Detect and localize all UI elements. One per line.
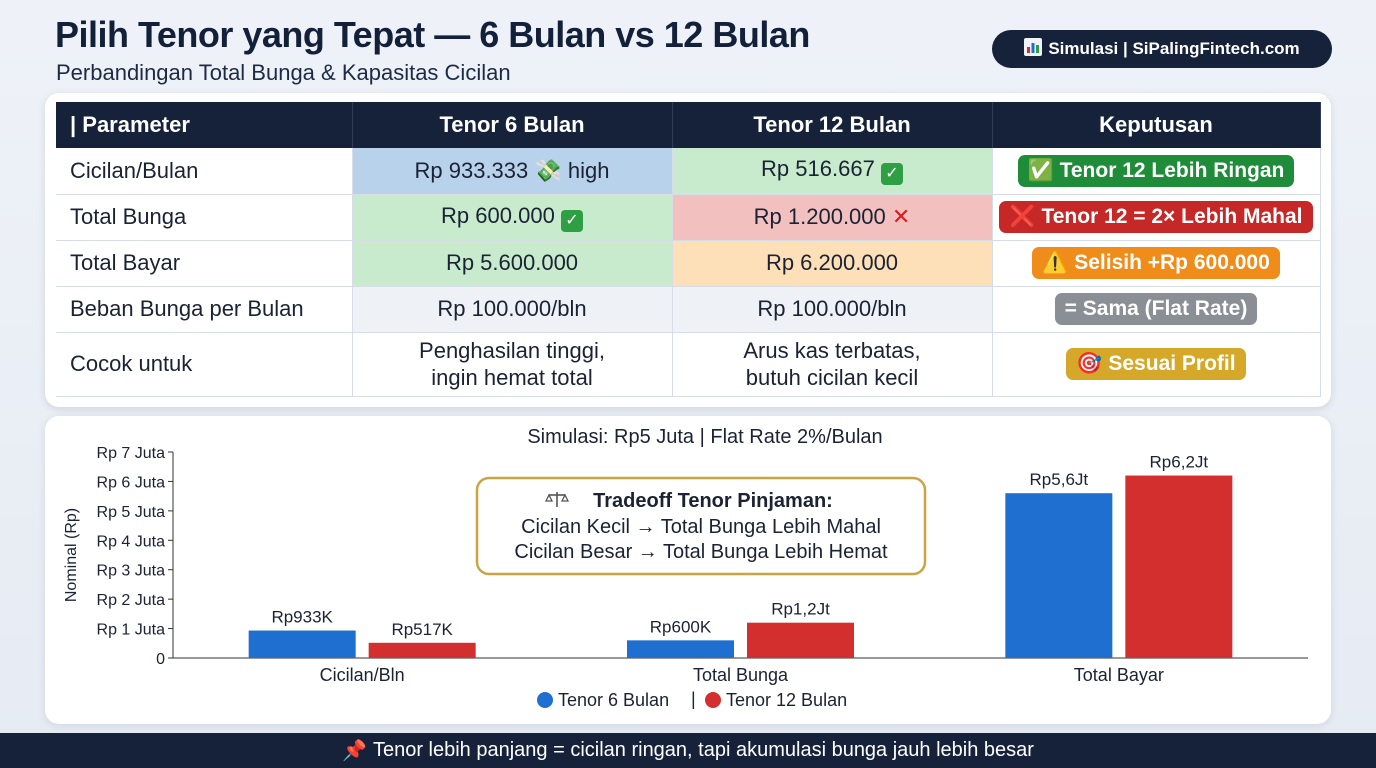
legend-marker-tenor-12 xyxy=(705,692,721,708)
table-row: Total Bunga Rp 600.000 ✓ Rp 1.200.000 ✕ … xyxy=(56,194,1321,241)
tenor-6-cell: Rp 933.333 💸 high xyxy=(352,148,673,195)
balance-scale-icon xyxy=(544,493,554,502)
page-title: Pilih Tenor yang Tepat — 6 Bulan vs 12 B… xyxy=(55,14,810,55)
decision-pill: = Sama (Flat Rate) xyxy=(1054,293,1258,325)
param-cell: Cicilan/Bulan xyxy=(56,148,353,195)
bar-data-label: Rp517K xyxy=(391,620,453,639)
footer-note: 📌 Tenor lebih panjang = cicilan ringan, … xyxy=(0,733,1376,768)
tenor-12-value: Rp 516.667 xyxy=(761,156,875,182)
chart-card: Simulasi: Rp5 Juta | Flat Rate 2%/Bulan N… xyxy=(45,416,1331,724)
comparison-table: | Parameter Tenor 6 Bulan Tenor 12 Bulan… xyxy=(56,102,1321,397)
x-tick-label: Cicilan/Bln xyxy=(320,665,405,685)
bar-tenor-12 xyxy=(1125,475,1233,658)
legend-marker-tenor-6 xyxy=(537,692,553,708)
legend-label: Tenor 12 Bulan xyxy=(726,690,847,710)
tenor-12-cell: Rp 100.000/bln xyxy=(672,286,993,333)
tenor-6-cell: Rp 5.600.000 xyxy=(352,240,673,287)
col-header-tenor-12: Tenor 12 Bulan xyxy=(672,102,993,148)
table-row: Total Bayar Rp 5.600.000 Rp 6.200.000 ⚠️… xyxy=(56,240,1321,287)
decision-cell: ⚠️ Selisih +Rp 600.000 xyxy=(992,240,1321,287)
bar-chart: Simulasi: Rp5 Juta | Flat Rate 2%/Bulan N… xyxy=(63,426,1308,710)
decision-cell: ❌ Tenor 12 = 2× Lebih Mahal xyxy=(992,194,1321,241)
annotation-title: Tradeoff Tenor Pinjaman: xyxy=(593,490,833,512)
col-header-parameter: | Parameter xyxy=(56,102,353,148)
y-tick-label: Rp 6 Juta xyxy=(97,474,166,491)
table-header-row: | Parameter Tenor 6 Bulan Tenor 12 Bulan… xyxy=(56,102,1321,148)
source-badge: Simulasi | SiPalingFintech.com xyxy=(992,30,1332,68)
bar-data-label: Rp600K xyxy=(650,617,712,636)
decision-cell: 🎯 Sesuai Profil xyxy=(992,332,1321,397)
bar-tenor-6 xyxy=(627,640,734,658)
decision-pill: ✅ Tenor 12 Lebih Ringan xyxy=(1017,154,1295,187)
bar-tenor-12 xyxy=(747,622,854,658)
tenor-12-value: Rp 1.200.000 xyxy=(753,204,886,229)
decision-pill: 🎯 Sesuai Profil xyxy=(1066,348,1246,380)
bar-data-label: Rp6,2Jt xyxy=(1150,453,1209,472)
param-cell: Total Bunga xyxy=(56,194,353,241)
balance-scale-icon xyxy=(560,493,570,502)
decision-pill: ⚠️ Selisih +Rp 600.000 xyxy=(1032,247,1280,279)
check-icon: ✓ xyxy=(560,209,583,232)
y-tick-label: Rp 4 Juta xyxy=(97,533,166,550)
fit-line: ingin hemat total xyxy=(431,365,593,390)
decision-cell: ✅ Tenor 12 Lebih Ringan xyxy=(992,148,1321,195)
annotation-box xyxy=(475,476,927,576)
legend-label: Tenor 6 Bulan xyxy=(558,690,669,710)
fit-line: butuh cicilan kecil xyxy=(745,365,919,390)
fit-line: Penghasilan tinggi, xyxy=(419,338,605,363)
comparison-table-card: | Parameter Tenor 6 Bulan Tenor 12 Bulan… xyxy=(45,93,1331,407)
bar-chart-icon xyxy=(1024,38,1043,60)
col-header-tenor-6: Tenor 6 Bulan xyxy=(352,102,673,148)
tenor-12-cell: Rp 1.200.000 ✕ xyxy=(672,194,993,241)
page-subtitle: Perbandingan Total Bunga & Kapasitas Cic… xyxy=(56,60,511,85)
table-row: Beban Bunga per Bulan Rp 100.000/bln Rp … xyxy=(56,286,1321,333)
check-icon: ✓ xyxy=(880,163,903,186)
tenor-12-cell: Rp 6.200.000 xyxy=(672,240,993,287)
tenor-6-cell: Rp 600.000 ✓ xyxy=(352,194,673,241)
bar-data-label: Rp1,2Jt xyxy=(771,600,830,619)
y-tick-label: Rp 2 Juta xyxy=(97,592,166,609)
pin-icon: 📌 xyxy=(342,740,367,762)
badge-text: Simulasi | SiPalingFintech.com xyxy=(1048,39,1300,58)
bar-tenor-6 xyxy=(248,630,356,658)
bar-data-label: Rp5,6Jt xyxy=(1030,470,1089,489)
fit-line: Arus kas terbatas, xyxy=(743,338,921,363)
y-tick-label: Rp 3 Juta xyxy=(97,563,166,580)
decision-pill: ❌ Tenor 12 = 2× Lebih Mahal xyxy=(999,201,1313,233)
param-cell: Beban Bunga per Bulan xyxy=(56,286,353,333)
footer-text: Tenor lebih panjang = cicilan ringan, ta… xyxy=(372,739,1034,761)
cross-icon: ✕ xyxy=(891,204,911,229)
x-tick-label: Total Bayar xyxy=(1074,665,1164,685)
annotation-line: Cicilan Kecil → Total Bunga Lebih Mahal xyxy=(521,516,881,538)
bar-tenor-6 xyxy=(1005,493,1113,658)
x-tick-label: Total Bunga xyxy=(693,665,789,685)
tenor-12-cell: Rp 516.667 ✓ xyxy=(672,148,993,195)
bar-tenor-12 xyxy=(368,642,476,658)
y-tick-label: Rp 1 Juta xyxy=(97,622,166,639)
y-tick-label: Rp 5 Juta xyxy=(97,504,166,521)
legend-separator: | xyxy=(691,689,696,709)
col-header-decision: Keputusan xyxy=(992,102,1321,148)
table-row: Cicilan/Bulan Rp 933.333 💸 high Rp 516.6… xyxy=(56,148,1321,195)
chart-title: Simulasi: Rp5 Juta | Flat Rate 2%/Bulan xyxy=(527,426,882,448)
y-tick-label: Rp 7 Juta xyxy=(97,445,166,462)
tenor-6-cell: Rp 100.000/bln xyxy=(352,286,673,333)
tenor-6-value: Rp 600.000 xyxy=(441,202,555,228)
y-tick-label: 0 xyxy=(156,651,165,668)
bar-data-label: Rp933K xyxy=(271,608,333,627)
param-cell: Total Bayar xyxy=(56,240,353,287)
annotation-line: Cicilan Besar → Total Bunga Lebih Hemat xyxy=(514,541,888,563)
decision-cell: = Sama (Flat Rate) xyxy=(992,286,1321,333)
table-row: Cocok untuk Penghasilan tinggi, ingin hem… xyxy=(56,332,1321,397)
y-axis-label: Nominal (Rp) xyxy=(63,508,80,602)
param-cell: Cocok untuk xyxy=(56,332,353,397)
tenor-6-cell: Penghasilan tinggi, ingin hemat total xyxy=(352,332,673,397)
tenor-12-cell: Arus kas terbatas, butuh cicilan kecil xyxy=(672,332,993,397)
